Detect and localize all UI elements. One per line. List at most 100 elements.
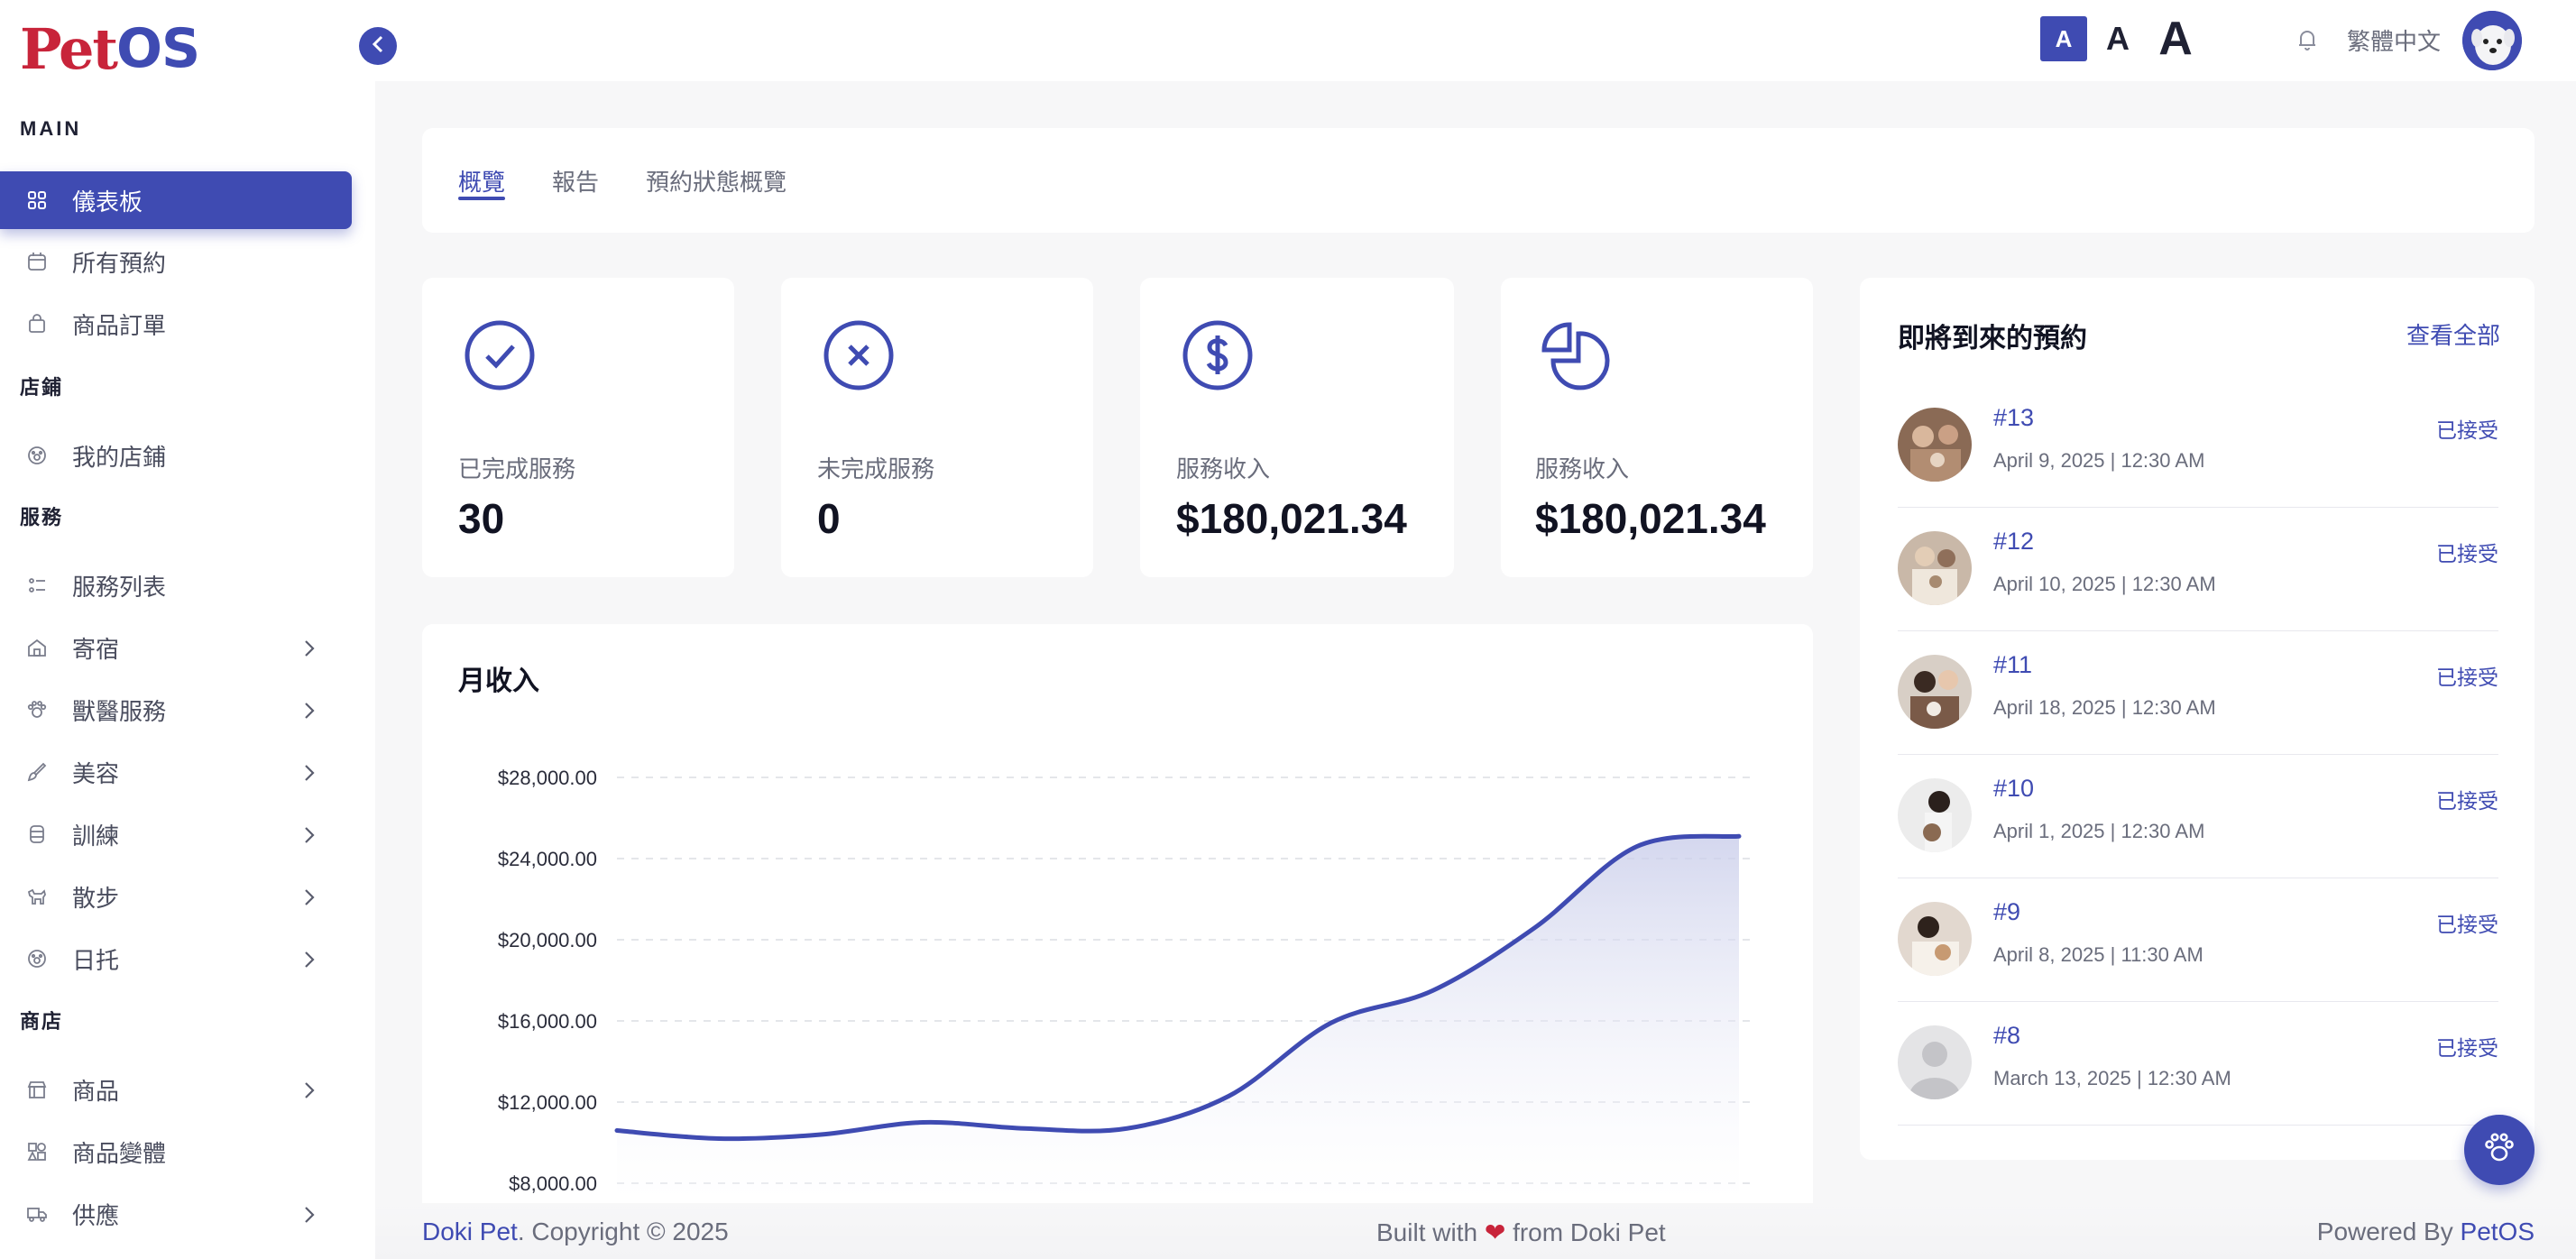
booking-id: #12 [1993, 528, 2035, 555]
sidebar-item-vet[interactable]: 獸醫服務 [0, 681, 352, 739]
sidebar-collapse-button[interactable] [359, 27, 397, 65]
sidebar-item-label: 供應 [72, 1201, 120, 1229]
booking-date: April 1, 2025 | 12:30 AM [1993, 820, 2205, 842]
stat-label: 服務收入 [1535, 455, 1630, 482]
top-bar [375, 0, 2576, 81]
chart-data-point [1228, 1095, 1230, 1097]
booking-item[interactable]: #10 April 1, 2025 | 12:30 AM 已接受 [1898, 755, 2498, 878]
dog-icon [27, 887, 47, 906]
booking-item[interactable]: #13 April 9, 2025 | 12:30 AM 已接受 [1898, 384, 2498, 508]
sidebar-item-grooming[interactable]: 美容 [0, 743, 352, 801]
stat-card-incomplete [781, 278, 1093, 577]
booking-item[interactable]: #9 April 8, 2025 | 11:30 AM 已接受 [1898, 878, 2498, 1002]
stat-value: 0 [817, 495, 841, 542]
bell-icon[interactable] [2291, 23, 2323, 56]
sidebar-item-products[interactable]: 商品 [0, 1061, 352, 1118]
calendar-icon [27, 252, 47, 271]
sidebar-item-product-variants[interactable]: 商品變體 [0, 1123, 352, 1181]
chevron-right-icon [303, 1079, 316, 1107]
font-size-large-button[interactable]: A [2158, 13, 2193, 65]
sidebar-item-all-bookings[interactable]: 所有預約 [0, 233, 352, 290]
petos-logo[interactable]: Pet OS [20, 16, 200, 82]
paw-icon [2481, 1130, 2517, 1171]
paw-icon [27, 446, 47, 465]
font-size-small-button[interactable]: A [2040, 16, 2087, 61]
sidebar-item-label: 商品變體 [72, 1139, 167, 1167]
font-size-medium-button[interactable]: A [2106, 20, 2130, 57]
footer-built-suffix: from Doki Pet [1513, 1218, 1666, 1246]
footer-brand-link[interactable]: Doki Pet [422, 1218, 518, 1245]
y-tick-label: $24,000.00 [498, 848, 597, 870]
user-avatar[interactable] [2462, 11, 2522, 70]
y-tick-label: $16,000.00 [498, 1010, 597, 1033]
chevron-right-icon [303, 761, 316, 789]
grid-icon [27, 190, 47, 210]
language-selector[interactable]: 繁體中文 [2347, 28, 2442, 55]
sidebar-item-label: 美容 [72, 759, 120, 787]
chevron-left-icon [371, 34, 385, 59]
booking-status: 已接受 [2436, 666, 2498, 689]
sidebar-item-supply[interactable]: 供應 [0, 1185, 352, 1243]
default-avatar-icon [1898, 1025, 1972, 1099]
booking-status: 已接受 [2436, 418, 2498, 442]
footer-built-with: Built with ❤ from Doki Pet [1376, 1218, 1666, 1247]
chart-data-point [1432, 989, 1434, 991]
booking-status: 已接受 [2436, 542, 2498, 565]
booking-item[interactable]: #8 March 13, 2025 | 12:30 AM 已接受 [1898, 1002, 2498, 1126]
sidebar-item-training[interactable]: 訓練 [0, 805, 352, 863]
footer-copyright: Doki Pet. Copyright © 2025 [422, 1218, 729, 1246]
booking-date: April 9, 2025 | 12:30 AM [1993, 449, 2205, 472]
chart-data-point [1738, 835, 1740, 837]
sidebar-item-walking[interactable]: 散步 [0, 868, 352, 925]
stat-value: $180,021.34 [1176, 495, 1407, 542]
vet-icon [27, 700, 47, 720]
active-tab-indicator [458, 197, 505, 200]
footer-built-prefix: Built with [1376, 1218, 1478, 1246]
sidebar-item-product-orders[interactable]: 商品訂單 [0, 295, 352, 353]
booking-item[interactable]: #11 April 18, 2025 | 12:30 AM 已接受 [1898, 631, 2498, 755]
booking-photo [1898, 531, 1972, 605]
chart-data-point [616, 1130, 618, 1131]
booking-item[interactable]: #12 April 10, 2025 | 12:30 AM 已接受 [1898, 508, 2498, 631]
chart-area-fill [617, 836, 1739, 1203]
chart-data-point [718, 1138, 720, 1139]
stat-label: 未完成服務 [817, 455, 935, 482]
training-icon [27, 824, 47, 844]
stat-card-service-revenue [1140, 278, 1454, 577]
list-icon [27, 575, 47, 595]
sidebar-item-label: 散步 [72, 884, 120, 912]
sidebar-item-label: 訓練 [72, 822, 120, 850]
sidebar-item-boarding[interactable]: 寄宿 [0, 619, 352, 676]
sidebar-item-label: 所有預約 [72, 249, 167, 277]
booking-id: #8 [1993, 1022, 2021, 1049]
sidebar-item-dashboard[interactable]: 儀表板 [0, 171, 352, 229]
chart-data-point [1024, 1127, 1026, 1129]
paw-fab-button[interactable] [2464, 1115, 2535, 1185]
sidebar-item-service-list[interactable]: 服務列表 [0, 556, 352, 614]
footer-powered-brand[interactable]: PetOS [2460, 1218, 2535, 1245]
booking-date: March 13, 2025 | 12:30 AM [1993, 1067, 2231, 1089]
check-circle-icon [462, 317, 538, 393]
sidebar-item-label: 商品訂單 [72, 311, 167, 339]
y-tick-label: $20,000.00 [498, 929, 597, 951]
footer: Doki Pet. Copyright © 2025 Built with ❤ … [375, 1203, 2576, 1259]
booking-photo [1898, 655, 1972, 729]
sidebar-item-label: 商品 [72, 1077, 120, 1105]
sidebar-item-daycare[interactable]: 日托 [0, 930, 352, 988]
sidebar-item-label: 服務列表 [72, 573, 167, 601]
stat-card-service-revenue-2 [1501, 278, 1813, 577]
chart-data-point [1534, 927, 1536, 928]
chevron-right-icon [303, 886, 316, 914]
booking-id: #13 [1993, 404, 2035, 431]
view-all-link[interactable]: 查看全部 [2406, 322, 2501, 349]
section-label-main: MAIN [20, 117, 82, 140]
sidebar: Pet OS MAIN 儀表板 所有預約 商品訂單 店鋪 我的店鋪 服務 服務列表… [0, 0, 375, 1259]
booking-photo [1898, 902, 1972, 976]
sidebar-item-label: 儀表板 [72, 188, 143, 216]
tab-overview[interactable]: 概覽 [458, 169, 506, 196]
sidebar-item-my-store[interactable]: 我的店鋪 [0, 427, 352, 484]
tab-reports[interactable]: 報告 [552, 169, 600, 196]
chart-series-line [614, 833, 1742, 1142]
stat-label: 服務收入 [1176, 455, 1271, 482]
tab-booking-status[interactable]: 預約狀態概覽 [646, 169, 787, 196]
